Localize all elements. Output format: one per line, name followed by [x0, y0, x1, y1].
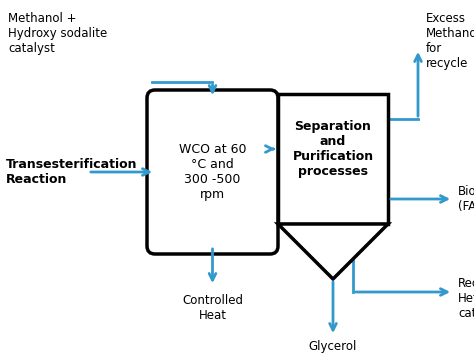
- Text: Glycerol: Glycerol: [309, 340, 357, 353]
- Text: Controlled
Heat: Controlled Heat: [182, 294, 243, 322]
- Text: Excess
Methanol
for
recycle: Excess Methanol for recycle: [426, 12, 474, 70]
- Text: WCO at 60
°C and
300 -500
rpm: WCO at 60 °C and 300 -500 rpm: [179, 143, 246, 201]
- Polygon shape: [278, 224, 388, 279]
- Text: Biodiesel
(FAME): Biodiesel (FAME): [458, 185, 474, 213]
- Text: Recovered
Heterogeneous
catalyst: Recovered Heterogeneous catalyst: [458, 277, 474, 320]
- Text: Transesterification
Reaction: Transesterification Reaction: [6, 158, 137, 186]
- FancyBboxPatch shape: [147, 90, 278, 254]
- Text: Methanol +
Hydroxy sodalite
catalyst: Methanol + Hydroxy sodalite catalyst: [8, 12, 107, 55]
- Bar: [278, 94, 388, 224]
- Text: Separation
and
Purification
processes: Separation and Purification processes: [292, 120, 374, 178]
